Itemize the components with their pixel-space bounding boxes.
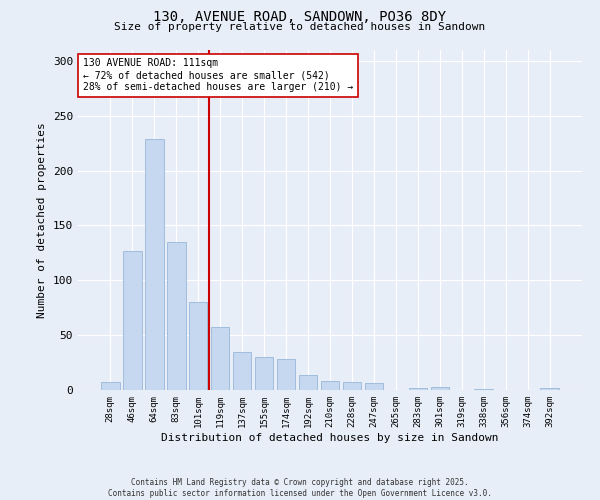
Bar [101,382,119,390]
Bar [211,328,229,390]
Bar [189,302,208,390]
Bar [255,357,274,390]
Bar [123,250,142,390]
Bar [431,386,449,390]
Bar [299,374,317,390]
Bar [475,389,493,390]
Bar [409,388,427,390]
Bar [233,352,251,390]
Text: 130, AVENUE ROAD, SANDOWN, PO36 8DY: 130, AVENUE ROAD, SANDOWN, PO36 8DY [154,10,446,24]
Text: Size of property relative to detached houses in Sandown: Size of property relative to detached ho… [115,22,485,32]
Bar [167,242,185,390]
Bar [277,360,295,390]
Bar [145,139,164,390]
Text: Contains HM Land Registry data © Crown copyright and database right 2025.
Contai: Contains HM Land Registry data © Crown c… [108,478,492,498]
Y-axis label: Number of detached properties: Number of detached properties [37,122,47,318]
Bar [320,381,340,390]
Text: 130 AVENUE ROAD: 111sqm
← 72% of detached houses are smaller (542)
28% of semi-d: 130 AVENUE ROAD: 111sqm ← 72% of detache… [83,58,353,92]
Bar [343,382,361,390]
Bar [365,384,383,390]
Bar [541,388,559,390]
X-axis label: Distribution of detached houses by size in Sandown: Distribution of detached houses by size … [161,432,499,442]
